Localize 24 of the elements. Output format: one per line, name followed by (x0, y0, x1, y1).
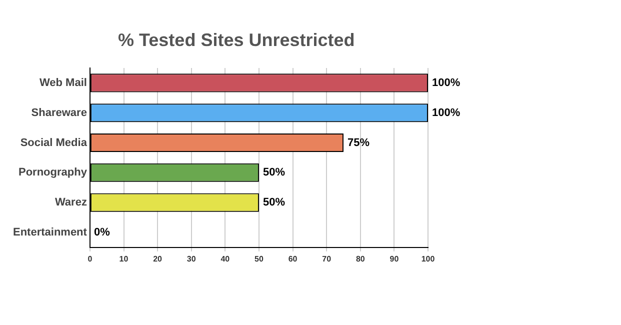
x-tick-label: 80 (356, 254, 366, 264)
data-label: 100% (432, 76, 460, 89)
y-tick-label: Pornography (18, 166, 88, 179)
x-tick-label: 0 (88, 254, 93, 264)
x-tick-label: 90 (390, 254, 400, 264)
y-tick-label: Shareware (31, 106, 87, 119)
data-label: 50% (262, 196, 286, 209)
data-label: 0% (94, 226, 110, 238)
x-tick-label: 70 (322, 254, 332, 264)
data-label: 50% (262, 166, 286, 179)
x-tick-label: 40 (220, 254, 230, 264)
y-tick-label: Social Media (20, 136, 88, 149)
y-tick-label: Warez (54, 196, 88, 209)
x-tick-label: 50 (254, 254, 264, 264)
x-tick-label: 10 (119, 254, 129, 264)
x-tick-label: 20 (153, 254, 163, 264)
x-tick-label: 30 (186, 254, 196, 264)
y-tick-label: Entertainment (12, 226, 88, 238)
data-label: 75% (347, 136, 370, 149)
y-tick-label: Web Mail (39, 76, 87, 89)
chart-title: % Tested Sites Unrestricted (118, 30, 355, 51)
data-label: 100% (432, 106, 460, 119)
x-tick-label: 100 (421, 254, 436, 264)
x-tick-label: 60 (288, 254, 298, 264)
